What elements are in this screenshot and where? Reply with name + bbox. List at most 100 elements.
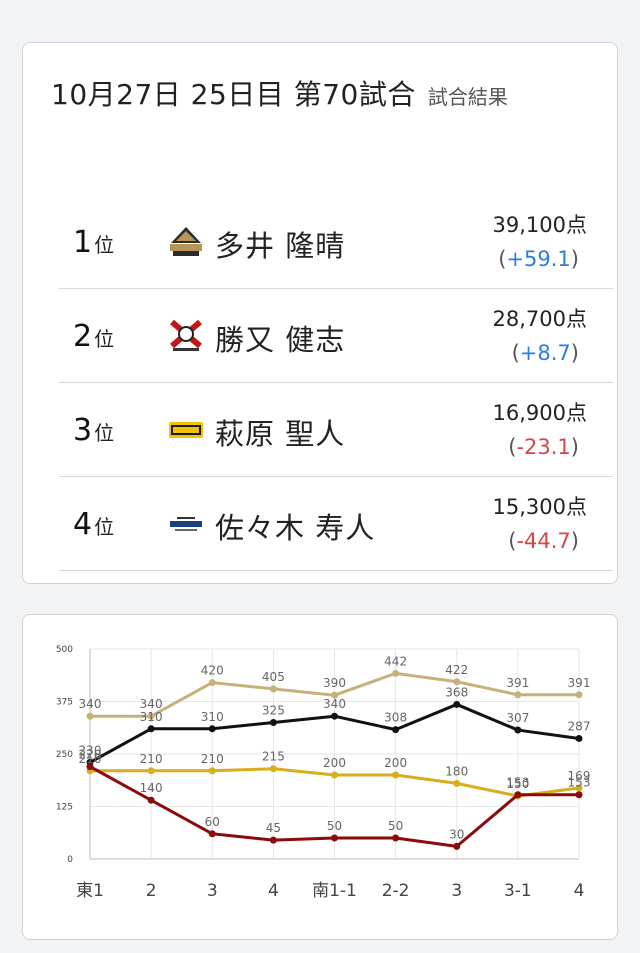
data-point bbox=[331, 691, 338, 699]
player-name: 佐々木 寿人 bbox=[215, 511, 376, 545]
data-point bbox=[147, 725, 155, 733]
x-tick-label: 3 bbox=[451, 881, 462, 901]
data-point bbox=[208, 767, 216, 775]
player-points: 39,100点 bbox=[492, 213, 587, 237]
data-point bbox=[208, 725, 216, 733]
rank-unit: 位 bbox=[94, 421, 115, 445]
data-label: 422 bbox=[445, 663, 468, 677]
x-tick-label: 2-2 bbox=[382, 881, 410, 901]
data-label: 310 bbox=[201, 710, 224, 724]
player-name: 多井 隆晴 bbox=[215, 229, 346, 263]
data-label: 307 bbox=[506, 711, 529, 725]
data-label: 140 bbox=[140, 781, 163, 795]
rank-number: 2 bbox=[73, 319, 93, 354]
data-label: 153 bbox=[568, 776, 591, 790]
x-tick-label: 東1 bbox=[76, 881, 104, 901]
fu-rinkazan-logo-icon bbox=[170, 319, 202, 351]
y-tick-label: 500 bbox=[56, 645, 73, 655]
data-label: 210 bbox=[79, 752, 102, 766]
konami-logo-icon bbox=[170, 517, 202, 531]
data-label: 390 bbox=[323, 676, 346, 690]
data-label: 30 bbox=[449, 827, 464, 841]
match-title: 10月27日 25日目 第70試合 bbox=[51, 78, 416, 111]
data-label: 405 bbox=[262, 670, 285, 684]
data-point bbox=[514, 691, 522, 699]
point-diff: (+8.7) bbox=[511, 341, 579, 365]
data-point bbox=[331, 771, 338, 779]
data-point bbox=[331, 712, 338, 720]
player-name: 萩原 聖人 bbox=[215, 417, 346, 451]
data-point bbox=[86, 763, 94, 771]
rank-unit: 位 bbox=[94, 515, 115, 539]
data-label: 287 bbox=[568, 719, 591, 733]
data-point bbox=[147, 767, 155, 775]
data-label: 420 bbox=[201, 664, 224, 678]
match-subtitle: 試合結果 bbox=[427, 85, 508, 109]
x-tick-label: 4 bbox=[574, 881, 585, 901]
data-label: 150 bbox=[506, 777, 529, 791]
data-label: 340 bbox=[323, 697, 346, 711]
data-point bbox=[86, 712, 94, 720]
data-label: 50 bbox=[388, 819, 403, 833]
data-point bbox=[575, 734, 583, 742]
data-point bbox=[392, 726, 400, 734]
data-point bbox=[208, 679, 216, 687]
data-point bbox=[514, 791, 522, 799]
data-point bbox=[147, 712, 155, 720]
x-tick-label: 3 bbox=[207, 881, 218, 901]
data-point bbox=[453, 779, 461, 787]
data-point bbox=[575, 791, 583, 799]
x-tick-label: 3-1 bbox=[504, 881, 532, 901]
rank-number: 3 bbox=[73, 413, 93, 448]
y-tick-label: 375 bbox=[56, 698, 73, 708]
player-points: 15,300点 bbox=[492, 495, 587, 519]
data-point bbox=[331, 834, 338, 842]
data-point bbox=[514, 726, 522, 734]
data-label: 200 bbox=[323, 756, 346, 770]
point-diff: (-23.1) bbox=[508, 435, 579, 459]
data-point bbox=[269, 719, 277, 726]
data-point bbox=[269, 765, 277, 773]
data-point bbox=[453, 842, 461, 850]
abemas-logo-icon bbox=[170, 227, 202, 256]
point-diff: (+59.1) bbox=[498, 247, 579, 271]
match-header: 10月27日 25日目 第70試合 試合結果 bbox=[51, 73, 508, 113]
data-label: 220 bbox=[79, 748, 102, 762]
data-label: 325 bbox=[262, 704, 285, 718]
rank-unit: 位 bbox=[94, 327, 115, 351]
data-label: 391 bbox=[506, 676, 529, 690]
rank-number: 4 bbox=[73, 507, 93, 542]
data-label: 391 bbox=[568, 676, 591, 690]
data-point bbox=[208, 830, 216, 838]
data-point bbox=[269, 685, 277, 693]
data-label: 50 bbox=[327, 819, 342, 833]
data-label: 215 bbox=[262, 750, 285, 764]
x-tick-label: 南1-1 bbox=[312, 881, 357, 901]
data-label: 442 bbox=[384, 654, 407, 668]
y-tick-label: 125 bbox=[56, 803, 73, 813]
data-label: 368 bbox=[445, 685, 468, 699]
player-name: 勝又 健志 bbox=[215, 323, 346, 357]
data-label: 308 bbox=[384, 711, 407, 725]
data-label: 310 bbox=[140, 710, 163, 724]
x-tick-label: 2 bbox=[146, 881, 157, 901]
data-point bbox=[392, 771, 400, 779]
rank-number: 1 bbox=[73, 225, 93, 260]
player-points: 28,700点 bbox=[492, 307, 587, 331]
data-label: 45 bbox=[266, 821, 281, 835]
x-tick-label: 4 bbox=[268, 881, 279, 901]
data-point bbox=[392, 834, 400, 842]
y-tick-label: 0 bbox=[67, 855, 73, 865]
point-diff: (-44.7) bbox=[508, 529, 579, 553]
data-point bbox=[453, 700, 461, 708]
data-point bbox=[453, 678, 461, 686]
